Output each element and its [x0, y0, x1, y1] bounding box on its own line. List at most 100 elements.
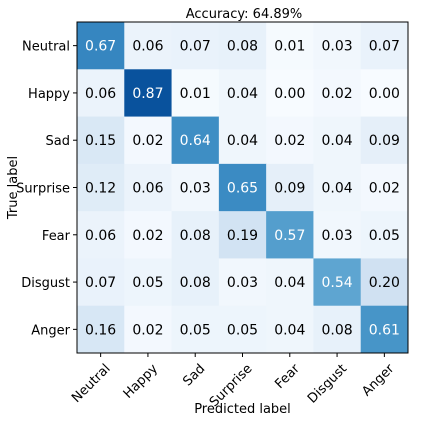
cell-value-label: 0.06 [85, 228, 116, 244]
heatmap-cell [266, 258, 314, 307]
cell-value-label: 0.04 [321, 181, 352, 197]
cell-value-label: 0.12 [85, 181, 116, 197]
heatmap-cell [313, 305, 362, 354]
heatmap-cell [360, 305, 409, 354]
heatmap-cell [171, 258, 220, 307]
heatmap-cell [124, 305, 173, 354]
heatmap-cell [360, 69, 409, 118]
cell-value-label: 0.06 [132, 39, 163, 55]
heatmap-cell [313, 163, 362, 212]
heatmap-cell [266, 69, 314, 118]
heatmap-cell [171, 305, 220, 354]
heatmap-cells [77, 22, 409, 354]
cell-value-label: 0.02 [132, 133, 163, 149]
y-tick-label: Fear [42, 229, 71, 244]
x-tick-label: Happy [121, 361, 161, 401]
cell-value-label: 0.67 [85, 39, 116, 55]
heatmap-cell [77, 22, 125, 70]
heatmap-cell [313, 116, 362, 165]
heatmap-cell [360, 258, 409, 307]
heatmap-cell [171, 22, 220, 70]
heatmap-cell [313, 211, 362, 259]
x-tick-label: Sad [180, 361, 208, 389]
heatmap-cell [171, 116, 220, 165]
plot-frame [76, 21, 409, 354]
cell-value-label: 0.03 [227, 275, 258, 291]
cell-value-label: 0.08 [321, 322, 352, 338]
cell-value-label: 0.04 [274, 275, 305, 291]
cell-value-label: 0.19 [227, 228, 258, 244]
cell-value-label: 0.05 [132, 275, 163, 291]
x-axis-label: Predicted label [194, 402, 291, 417]
cell-value-label: 0.03 [321, 39, 352, 55]
y-tick-label: Anger [31, 323, 70, 338]
heatmap-cell [124, 163, 173, 212]
heatmap-cell [171, 211, 220, 259]
heatmap-cell [218, 116, 267, 165]
cell-value-label: 0.15 [85, 133, 116, 149]
x-tick-label: Disgust [305, 361, 350, 406]
heatmap-cell [77, 211, 125, 259]
cell-value-label: 0.02 [132, 322, 163, 338]
x-tick-label: Neutral [69, 361, 114, 406]
heatmap-cell [313, 69, 362, 118]
cell-value-label: 0.20 [369, 275, 400, 291]
cell-value-label: 0.06 [85, 86, 116, 102]
cell-value-label: 0.09 [274, 181, 305, 197]
cell-value-label: 0.05 [180, 322, 211, 338]
cell-value-label: 0.57 [274, 228, 305, 244]
y-tick-label: Neutral [22, 40, 70, 55]
heatmap-cell [171, 69, 220, 118]
y-axis-ticks: Neutral Happy Sad Surprise Fear Disgust Anger [16, 40, 77, 338]
heatmap-cell [218, 305, 267, 354]
y-tick-label: Happy [28, 87, 70, 102]
cell-value-label: 0.08 [180, 228, 211, 244]
heatmap-cell [266, 163, 314, 212]
x-tick-label: Fear [272, 361, 303, 392]
heatmap-cell [124, 211, 173, 259]
cell-value-label: 0.05 [227, 322, 258, 338]
heatmap-cell [360, 22, 409, 70]
heatmap-cell [218, 163, 267, 212]
cell-value-label: 0.02 [132, 228, 163, 244]
y-tick-label: Sad [46, 134, 70, 149]
heatmap-cell [218, 22, 267, 70]
cell-value-label: 0.00 [369, 86, 400, 102]
cell-value-label: 0.08 [227, 39, 258, 55]
heatmap-cell [218, 69, 267, 118]
heatmap-cell [266, 116, 314, 165]
cell-value-label: 0.07 [180, 39, 211, 55]
heatmap-cell [266, 305, 314, 354]
cell-value-label: 0.03 [180, 181, 211, 197]
y-tick-label: Surprise [16, 182, 70, 197]
heatmap-cell [360, 211, 409, 259]
cell-value-label: 0.02 [274, 133, 305, 149]
cell-value-label: 0.02 [369, 181, 400, 197]
cell-value-label: 0.00 [274, 86, 305, 102]
cell-value-label: 0.07 [369, 39, 400, 55]
cell-value-label: 0.04 [227, 86, 258, 102]
heatmap-cell [124, 258, 173, 307]
cell-value-label: 0.07 [85, 275, 116, 291]
cell-value-label: 0.01 [274, 39, 305, 55]
cell-value-label: 0.04 [274, 322, 305, 338]
heatmap-cell [77, 305, 125, 354]
cell-value-label: 0.04 [321, 133, 352, 149]
heatmap-cell [124, 22, 173, 70]
heatmap-cell [266, 22, 314, 70]
heatmap-cell [218, 211, 267, 259]
heatmap-cell [77, 163, 125, 212]
cell-value-label: 0.02 [321, 86, 352, 102]
cell-value-label: 0.54 [321, 275, 352, 291]
y-tick-label: Disgust [21, 276, 70, 291]
heatmap-cell [77, 69, 125, 118]
cell-value-label: 0.04 [227, 133, 258, 149]
heatmap-cell [77, 258, 125, 307]
cell-value-label: 0.87 [132, 86, 163, 102]
cell-value-label: 0.65 [227, 181, 258, 197]
heatmap-cell [313, 258, 362, 307]
heatmap-cell [360, 163, 409, 212]
heatmap-cell [218, 258, 267, 307]
